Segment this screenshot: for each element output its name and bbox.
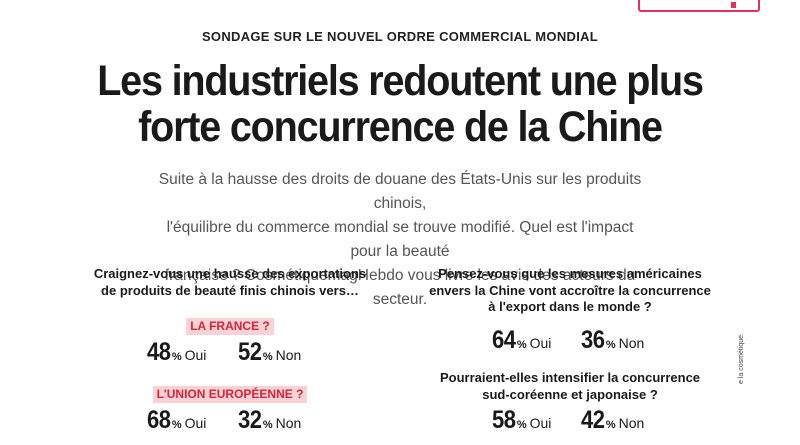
yes-label: Oui <box>184 415 207 431</box>
yes-label: Oui <box>529 335 552 351</box>
headline: Les industriels redoutent une plus forte… <box>32 58 768 150</box>
korea-japan-yes-value: 58 <box>492 406 516 434</box>
percent-sign: % <box>605 419 616 431</box>
label-eu-tag: L'UNION EUROPÉENNE ? <box>152 386 308 403</box>
right-question-1: Pensez-vous que les mesures américaines … <box>420 266 720 316</box>
lede: Suite à la hausse des droits de douane d… <box>150 168 650 312</box>
eu-yes-value: 68 <box>147 406 171 434</box>
eu-no-value: 32 <box>238 406 262 434</box>
label-france: LA FRANCE ? <box>80 317 380 335</box>
no-label: Non <box>618 415 645 431</box>
result-eu-yes: 68% Oui <box>147 406 206 435</box>
kicker: SONDAGE SUR LE NOUVEL ORDRE COMMERCIAL M… <box>201 29 599 44</box>
export-no-value: 36 <box>581 326 605 354</box>
side-credit: e la cosmétique. <box>738 333 745 384</box>
right-q1-line-1: Pensez-vous que les mesures américaines <box>438 266 702 281</box>
no-label: Non <box>618 335 645 351</box>
export-yes-value: 64 <box>492 326 516 354</box>
france-yes-value: 48 <box>147 338 171 366</box>
france-no-value: 52 <box>238 338 262 366</box>
lede-line-3: française ? CosmétiquemagHebdo vous livr… <box>164 267 636 308</box>
result-france-yes: 48% Oui <box>147 338 206 367</box>
percent-sign: % <box>262 419 273 431</box>
percent-sign: % <box>171 419 182 431</box>
result-france-no: 52% Non <box>238 338 301 367</box>
no-label: Non <box>275 347 302 363</box>
percent-sign: % <box>516 339 527 351</box>
no-label: Non <box>275 415 302 431</box>
percent-sign: % <box>171 351 182 363</box>
corner-badge <box>638 0 760 12</box>
label-eu: L'UNION EUROPÉENNE ? <box>80 385 380 403</box>
left-question-line-2: de produits de beauté finis chinois vers… <box>101 282 359 298</box>
right-q2-line-2: sud-coréenne et japonaise ? <box>482 386 658 402</box>
result-export-no: 36% Non <box>581 326 644 355</box>
left-question: Craignez-vous une hausse des exportation… <box>80 266 380 299</box>
right-q1-line-3: à l'export dans le monde ? <box>488 299 652 314</box>
lede-line-1: Suite à la hausse des droits de douane d… <box>158 171 642 212</box>
headline-line-2: forte concurrence de la Chine <box>138 103 663 151</box>
percent-sign: % <box>262 351 273 363</box>
right-q1-line-2: envers la Chine vont accroître la concur… <box>429 282 711 298</box>
yes-label: Oui <box>529 415 552 431</box>
percent-sign: % <box>605 339 616 351</box>
headline-line-1: Les industriels redoutent une plus <box>97 57 704 105</box>
badge-tick <box>731 2 736 8</box>
percent-sign: % <box>516 419 527 431</box>
result-eu-no: 32% Non <box>238 406 301 435</box>
result-korea-japan-yes: 58% Oui <box>492 406 551 435</box>
label-france-tag: LA FRANCE ? <box>186 318 274 335</box>
lede-line-2: l'équilibre du commerce mondial se trouv… <box>166 219 634 260</box>
korea-japan-no-value: 42 <box>581 406 605 434</box>
left-question-line-1: Craignez-vous une hausse des exportation… <box>93 266 367 281</box>
result-korea-japan-no: 42% Non <box>581 406 644 435</box>
yes-label: Oui <box>184 347 207 363</box>
right-question-2: Pourraient-elles intensifier la concurre… <box>420 370 720 403</box>
right-q2-line-1: Pourraient-elles intensifier la concurre… <box>439 370 701 385</box>
result-export-yes: 64% Oui <box>492 326 551 355</box>
